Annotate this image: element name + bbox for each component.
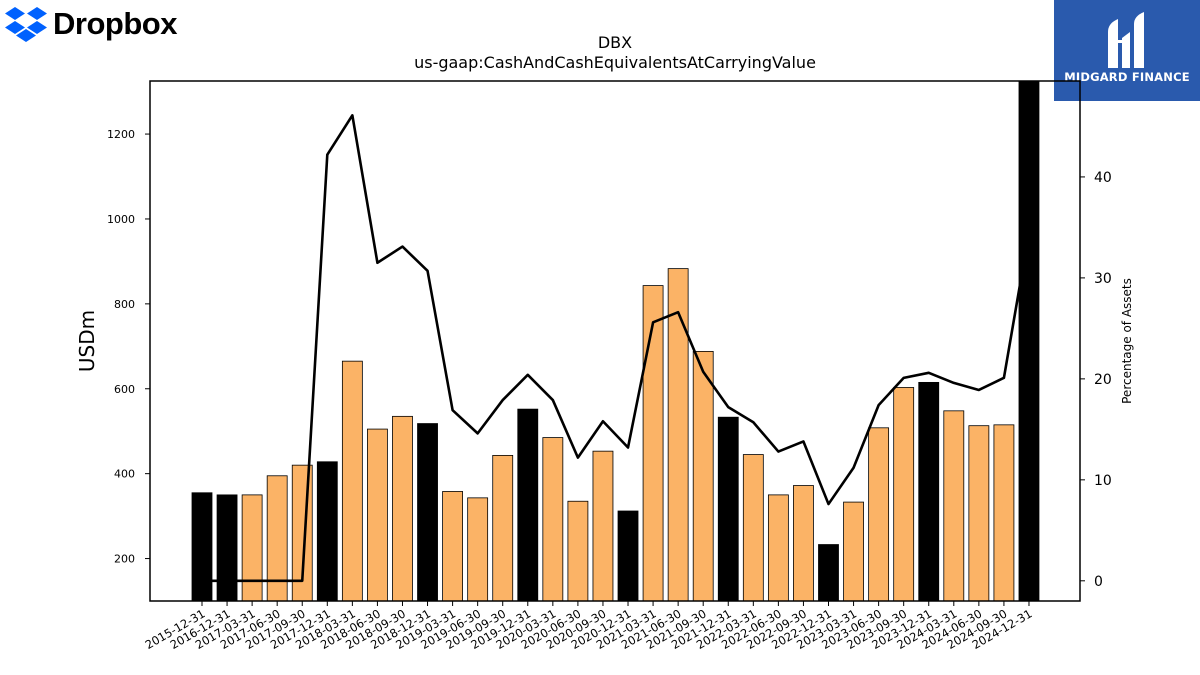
- bar: [742, 454, 764, 602]
- y2-tick-label: 10: [1094, 473, 1112, 489]
- bar: [667, 268, 689, 602]
- bar: [392, 415, 413, 602]
- y2-tick-label: 40: [1094, 170, 1112, 186]
- bar: [417, 423, 438, 602]
- bar: [918, 381, 940, 602]
- dropbox-logo: Dropbox: [4, 4, 177, 44]
- bar: [818, 544, 839, 602]
- bar: [642, 285, 664, 602]
- bar: [968, 425, 990, 602]
- right-axis: 0 10 20 30 40: [1080, 170, 1112, 590]
- bar: [1018, 80, 1040, 602]
- bar: [843, 501, 864, 602]
- dropbox-wordmark: Dropbox: [53, 6, 177, 41]
- y-tick-label: 400: [114, 468, 135, 481]
- y-tick-label: 800: [114, 298, 135, 311]
- x-axis: 2015-12-312016-12-312017-03-312017-06-30…: [143, 601, 1034, 652]
- bar: [517, 408, 539, 602]
- bar: [241, 494, 263, 602]
- midgard-monogram-icon: [1108, 12, 1144, 68]
- bar: [692, 350, 714, 602]
- line-layer: [202, 114, 1031, 583]
- midgard-wordmark: MIDGARD FINANCE: [1064, 70, 1190, 84]
- bar: [467, 497, 489, 602]
- y-tick-label: 1200: [107, 128, 135, 141]
- percentage-line: [202, 114, 1031, 583]
- bar: [592, 450, 614, 602]
- bar: [993, 424, 1015, 602]
- dropbox-diamond-icon: [5, 7, 47, 42]
- bar: [793, 485, 814, 602]
- chart-title: DBX: [598, 33, 632, 52]
- bar: [567, 500, 589, 602]
- y-tick-label: 1000: [107, 213, 135, 226]
- y-tick-label: 600: [114, 383, 135, 396]
- bar: [367, 428, 388, 602]
- bar: [316, 461, 338, 602]
- midgard-finance-logo: MIDGARD FINANCE: [1054, 0, 1200, 101]
- bar: [442, 491, 464, 602]
- y2-tick-label: 30: [1094, 271, 1112, 287]
- y2-tick-label: 0: [1094, 574, 1103, 590]
- bar: [191, 492, 213, 602]
- y-tick-label: 200: [114, 553, 135, 566]
- bar: [717, 416, 739, 602]
- y2-axis-label: Percentage of Assets: [1120, 278, 1134, 404]
- bars-layer: [191, 80, 1040, 602]
- bar: [492, 454, 514, 602]
- chart-subtitle: us-gaap:CashAndCashEquivalentsAtCarrying…: [414, 53, 816, 72]
- y-axis-label: USDm: [75, 310, 99, 372]
- plot-frame: [149, 80, 1081, 602]
- bar: [767, 494, 789, 602]
- left-axis: 200 400 600 800 1000 1200: [107, 128, 150, 566]
- bar: [341, 360, 363, 602]
- bar: [617, 510, 639, 602]
- bar: [868, 427, 890, 602]
- bar: [943, 410, 965, 602]
- bar: [893, 387, 915, 602]
- bar: [542, 437, 564, 602]
- bar: [266, 475, 288, 602]
- bar: [216, 494, 238, 602]
- y2-tick-label: 20: [1094, 372, 1112, 388]
